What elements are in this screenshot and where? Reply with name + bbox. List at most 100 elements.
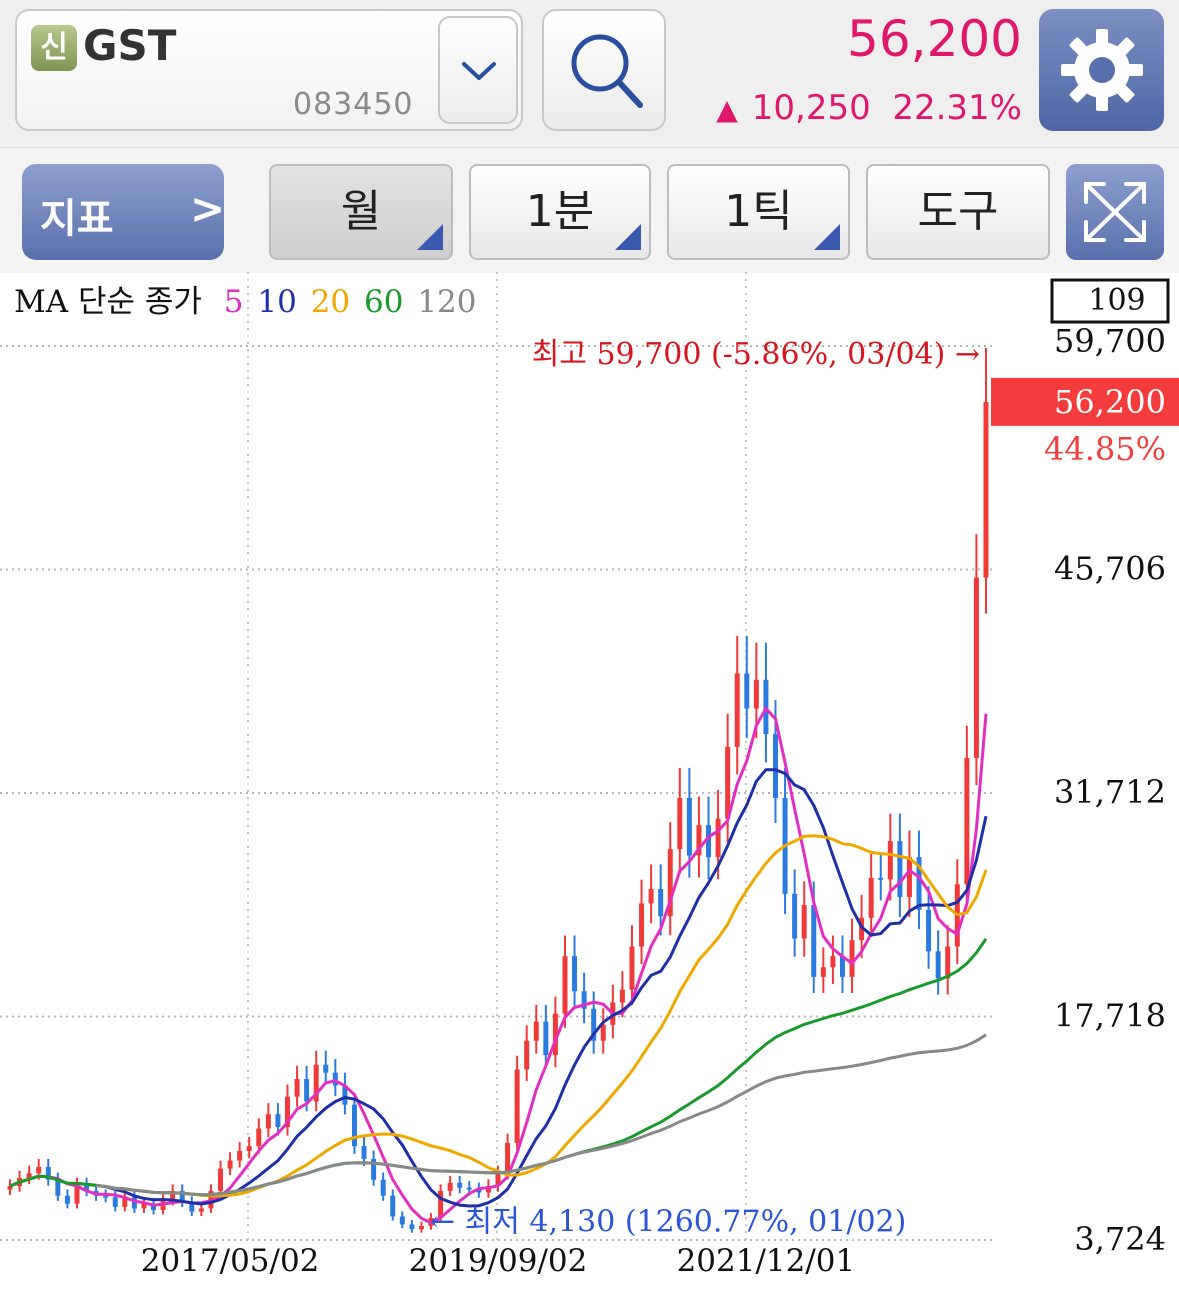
candle-body <box>715 818 721 858</box>
candle-body <box>830 956 836 968</box>
current-price-label: 56,200 <box>1054 383 1166 421</box>
candle-body <box>906 857 912 898</box>
tools-label: 도구 <box>917 186 999 237</box>
candle-body <box>265 1114 271 1129</box>
fullscreen-button[interactable] <box>1066 164 1164 260</box>
candle-body <box>485 1186 491 1193</box>
gear-icon <box>1061 29 1143 111</box>
price-chart[interactable]: 59,700 45,706 31,712 17,718 3,724 109 2017/05/… <box>0 272 1179 1290</box>
candle-body <box>399 1216 405 1225</box>
candle-body <box>983 401 989 578</box>
candle-body <box>438 1190 444 1219</box>
current-price-marker <box>991 377 1179 426</box>
candle-body <box>122 1197 128 1207</box>
expand-icon <box>1084 182 1146 242</box>
tick-button[interactable]: 1틱 <box>667 164 850 260</box>
candle-body <box>562 956 568 1014</box>
minute-button[interactable]: 1분 <box>469 164 651 260</box>
change-percent: 22.31% <box>892 88 1022 128</box>
candle-body <box>447 1182 453 1191</box>
candle-body <box>839 956 845 977</box>
visible-count: 109 <box>1088 283 1145 318</box>
candle-body <box>294 1079 300 1097</box>
candle-body <box>820 967 826 977</box>
candle-body <box>935 951 941 979</box>
candle-body <box>533 1021 539 1041</box>
candle-body <box>371 1158 377 1180</box>
candle-body <box>945 946 951 979</box>
corner-triangle-icon <box>417 224 443 250</box>
candle-body <box>103 1195 109 1198</box>
legend-title: MA 단순 종가 <box>14 284 202 320</box>
corner-triangle-icon <box>615 224 641 250</box>
stock-dropdown-button[interactable] <box>438 16 518 124</box>
candle-body <box>973 577 979 759</box>
candle-body <box>505 1142 511 1174</box>
ma5-line <box>9 705 988 1225</box>
candle-body <box>45 1166 51 1180</box>
candle-body <box>792 893 798 939</box>
legend-ma60: 60 <box>364 284 404 320</box>
stock-code: 083450 <box>293 87 414 122</box>
candle-body <box>227 1160 233 1169</box>
tools-button[interactable]: 도구 <box>866 164 1050 260</box>
x-tick-label: 2021/12/01 <box>677 1243 856 1279</box>
candle-body <box>361 1146 367 1159</box>
candle-body <box>74 1184 80 1204</box>
y-tick-label: 59,700 <box>1054 322 1166 360</box>
search-button[interactable] <box>542 9 666 131</box>
candle-body <box>323 1064 329 1073</box>
candle-body <box>112 1197 118 1207</box>
search-icon <box>571 34 643 108</box>
candle-body <box>189 1202 195 1212</box>
candle-body <box>600 1024 606 1041</box>
header-bar: 신 GST 083450 56,200 ▲ 10,250 22.31% <box>0 0 1179 147</box>
indicator-label: 지표 <box>40 196 114 242</box>
candle-body <box>648 889 654 904</box>
candle-body <box>725 746 731 819</box>
candle-body <box>380 1179 386 1196</box>
candle-body <box>734 673 740 747</box>
candle-body <box>495 1173 501 1187</box>
candle-body <box>409 1224 415 1230</box>
candle-body <box>667 849 673 917</box>
indicator-button[interactable]: 지표 > <box>22 164 226 260</box>
candle-body <box>868 877 874 918</box>
candle-body <box>179 1190 185 1203</box>
stock-name: GST <box>83 21 177 70</box>
candle-body <box>696 825 702 856</box>
candle-body <box>658 889 664 917</box>
candle-body <box>26 1173 32 1179</box>
chevron-right-icon: > <box>190 184 226 233</box>
legend-ma5: 5 <box>223 284 244 320</box>
ma10-line <box>9 768 988 1208</box>
candle-body <box>170 1190 176 1201</box>
candle-body <box>543 1021 549 1056</box>
period-month-button[interactable]: 월 <box>269 164 453 260</box>
candle-body <box>7 1186 13 1190</box>
x-tick-label: 2017/05/02 <box>141 1243 320 1279</box>
high-annotation: 최고 59,700 (-5.86%, 03/04) → <box>532 337 980 372</box>
candle-body <box>964 758 970 885</box>
legend-ma20: 20 <box>310 284 351 320</box>
candle-body <box>351 1104 357 1147</box>
candle-body <box>198 1208 204 1212</box>
candle-body <box>390 1195 396 1217</box>
candle-body <box>342 1085 348 1105</box>
y-tick-label: 45,706 <box>1054 550 1166 588</box>
candle-body <box>849 940 855 977</box>
candle-body <box>552 1013 558 1056</box>
candle-body <box>677 797 683 850</box>
candle-body <box>218 1168 224 1191</box>
low-annotation: ← 최저 4,130 (1260.77%, 01/02) <box>430 1205 906 1240</box>
ma-legend: MA 단순 종가 5 10 20 60 120 <box>14 276 480 321</box>
candle-body <box>572 956 578 992</box>
candle-body <box>466 1187 472 1190</box>
candle-body <box>581 991 587 1009</box>
current-price: 56,200 <box>847 10 1022 68</box>
candle-body <box>332 1072 338 1086</box>
candle-body <box>418 1226 424 1230</box>
x-tick-label: 2019/09/02 <box>409 1243 588 1279</box>
settings-button[interactable] <box>1039 9 1164 131</box>
candle-body <box>639 903 645 947</box>
